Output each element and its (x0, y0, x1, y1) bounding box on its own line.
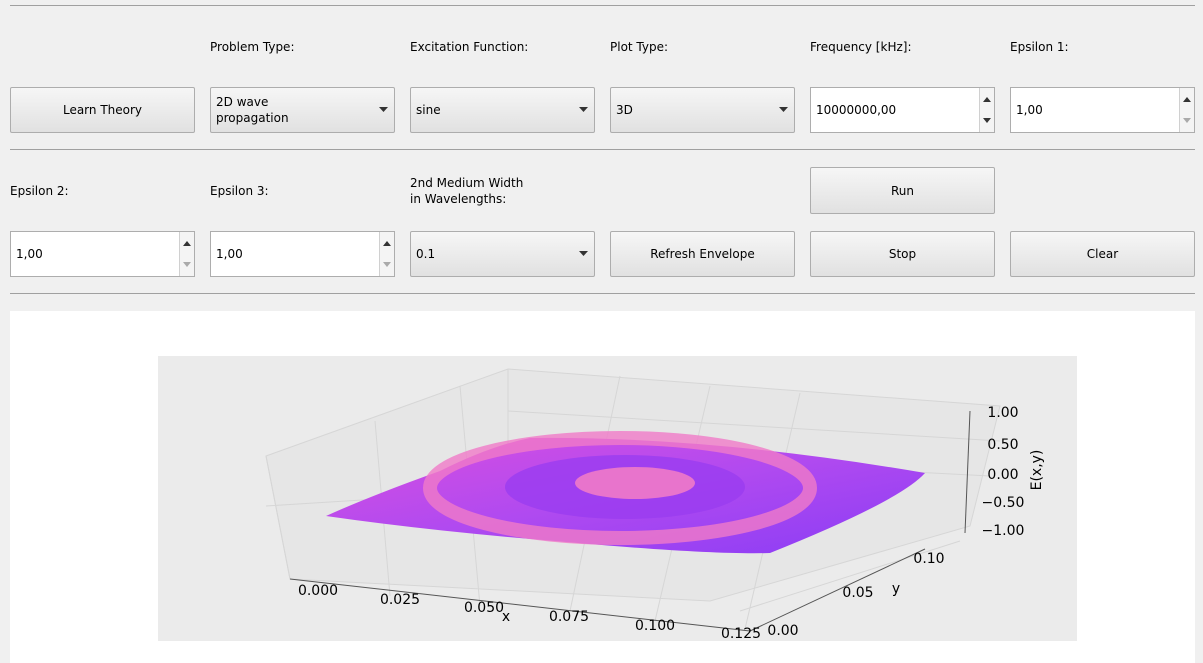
separator (10, 149, 1195, 150)
x-tick-label: 0.050 (463, 600, 505, 616)
label: Excitation Function: (410, 40, 529, 54)
surface (326, 431, 925, 554)
z-tick-label: −0.50 (981, 495, 1025, 511)
refresh-envelope-button[interactable]: Refresh Envelope (610, 231, 795, 277)
medium-width-combo[interactable]: 0.1 (410, 231, 595, 277)
plot-panel (10, 311, 1195, 663)
x-tick-label: 0.100 (634, 618, 676, 634)
spin-arrows[interactable] (1179, 88, 1194, 132)
y-tick-label: 0.10 (913, 551, 945, 567)
y-tick-label: 0.00 (767, 623, 799, 639)
dropdown-arrow (379, 107, 388, 112)
frequency-spinbox[interactable]: 10000000,00 (810, 87, 995, 133)
stop-button[interactable]: Stop (810, 231, 995, 277)
excitation-combo[interactable]: sine (410, 87, 595, 133)
spin-arrows[interactable] (379, 232, 394, 276)
separator (10, 293, 1195, 294)
combo-text: propagation (216, 111, 289, 125)
spin-text: 10000000,00 (816, 103, 897, 117)
combo-text: 0.1 (416, 247, 436, 261)
x-tick-label: 0.075 (548, 609, 590, 625)
spin-text: 1,00 (216, 247, 243, 261)
combo-text: 2D wave (216, 95, 269, 109)
label: Epsilon 2: (10, 184, 69, 198)
z-tick-label: 1.00 (987, 405, 1019, 421)
spin-arrows[interactable] (979, 88, 994, 132)
epsilon3-spinbox[interactable]: 1,00 (210, 231, 395, 277)
z-axis-label: E(x,y) (1029, 449, 1045, 491)
dropdown-arrow (579, 107, 588, 112)
problem-type-combo[interactable]: 2D wave propagation (210, 87, 395, 133)
separator (10, 5, 1195, 6)
run-button[interactable]: Run (810, 167, 995, 214)
z-tick-label: −1.00 (981, 523, 1025, 539)
combo-text: sine (416, 103, 441, 117)
label: Frequency [kHz]: (810, 40, 912, 54)
spin-text: 1,00 (16, 247, 43, 261)
label-line: 2nd Medium Width (410, 176, 524, 190)
label: Epsilon 3: (210, 184, 269, 198)
spin-text: 1,00 (1016, 103, 1043, 117)
epsilon1-spinbox[interactable]: 1,00 (1010, 87, 1195, 133)
clear-button[interactable]: Clear (1010, 231, 1195, 277)
label: Problem Type: (210, 40, 295, 54)
combo-text: 3D (616, 103, 633, 117)
epsilon2-spinbox[interactable]: 1,00 (10, 231, 195, 277)
z-tick-label: 0.50 (987, 437, 1019, 453)
y-axis-label: y (891, 581, 901, 597)
label: 2nd Medium Width in Wavelengths: (410, 175, 523, 207)
x-tick-label: 0.000 (297, 583, 339, 599)
label: Epsilon 1: (1010, 40, 1069, 54)
dropdown-arrow (779, 107, 788, 112)
axis-lines (289, 410, 971, 632)
z-tick-label: 0.00 (987, 467, 1019, 483)
plot-type-combo[interactable]: 3D (610, 87, 795, 133)
combo-value: 2D wave propagation (216, 94, 289, 126)
x-tick-label: 0.025 (379, 592, 421, 608)
y-tick-label: 0.05 (842, 585, 874, 601)
x-axis-label: x (501, 609, 511, 625)
label-line: in Wavelengths: (410, 192, 507, 206)
x-tick-label: 0.125 (720, 626, 762, 642)
learn-theory-button[interactable]: Learn Theory (10, 87, 195, 133)
dropdown-arrow (579, 251, 588, 256)
spin-arrows[interactable] (179, 232, 194, 276)
label: Plot Type: (610, 40, 669, 54)
